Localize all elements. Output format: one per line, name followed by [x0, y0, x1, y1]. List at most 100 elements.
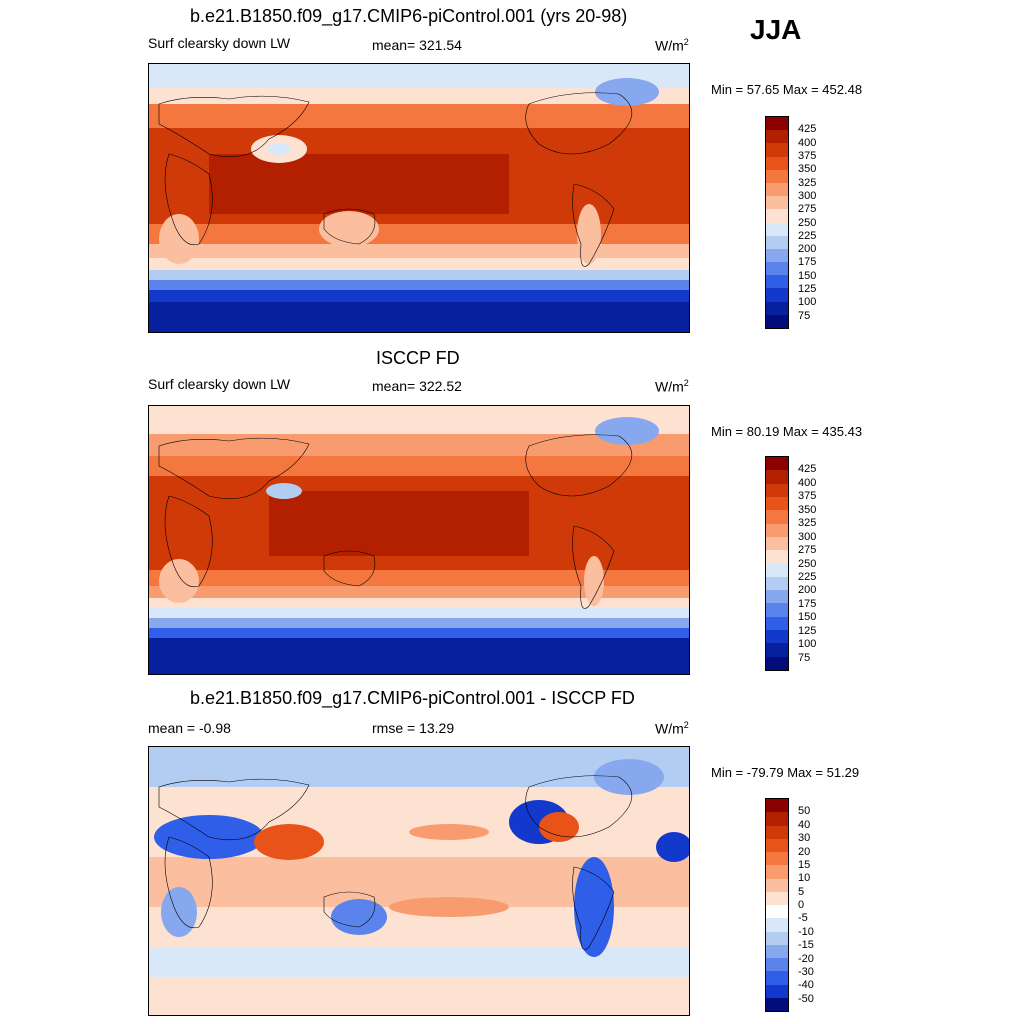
panel3-colorbar	[765, 798, 789, 1012]
colorbar-swatch	[766, 222, 788, 236]
panel3-rmse: rmse = 13.29	[372, 720, 455, 736]
colorbar-tick-label: 125	[798, 624, 817, 637]
colorbar-tick-label: 400	[798, 476, 817, 489]
colorbar-tick-label: -50	[798, 992, 814, 1005]
panel1-minmax: Min = 57.65 Max = 452.48	[711, 82, 863, 97]
season-label: JJA	[750, 14, 802, 45]
colorbar-tick-label: 400	[798, 136, 817, 149]
panel3-units: W/m2	[655, 720, 689, 737]
colorbar-tick-label: 325	[798, 517, 817, 530]
colorbar-swatch	[766, 643, 788, 657]
colorbar-swatch	[766, 918, 788, 932]
colorbar-swatch	[766, 182, 788, 197]
panel1-units: W/m2	[655, 37, 689, 54]
panel2-units: W/m2	[655, 378, 689, 395]
colorbar-tick-label: -20	[798, 952, 814, 965]
colorbar-swatch	[766, 483, 788, 497]
colorbar-swatch	[766, 536, 788, 551]
panel2-title: ISCCP FD	[376, 348, 460, 368]
colorbar-swatch	[766, 169, 788, 183]
colorbar-tick-label: 0	[798, 899, 805, 911]
colorbar-tick-label: -10	[798, 925, 814, 938]
colorbar-swatch	[766, 576, 788, 591]
colorbar-tick-label: 40	[798, 818, 811, 831]
colorbar-tick-label: 350	[798, 163, 817, 176]
colorbar-tick-label: 325	[798, 176, 817, 189]
colorbar-swatch	[766, 931, 788, 945]
colorbar-tick-label: 275	[798, 544, 817, 557]
colorbar-swatch	[766, 156, 788, 170]
colorbar-tick-label: 250	[798, 557, 817, 570]
colorbar-swatch	[766, 470, 788, 484]
colorbar-swatch	[766, 563, 788, 577]
colorbar-tick-label: -15	[798, 939, 814, 952]
panel1-title: b.e21.B1850.f09_g17.CMIP6-piControl.001 …	[190, 6, 628, 26]
colorbar-swatch	[766, 838, 788, 852]
panel2-minmax: Min = 80.19 Max = 435.43	[711, 424, 863, 439]
panel1-map	[148, 63, 690, 333]
colorbar-swatch	[766, 275, 788, 289]
panel3-map	[148, 746, 690, 1016]
colorbar-swatch	[766, 209, 788, 223]
colorbar-swatch	[766, 248, 788, 263]
colorbar-tick-label: 275	[798, 203, 817, 216]
colorbar-tick-label: 225	[798, 570, 817, 583]
colorbar-tick-label: 125	[798, 283, 817, 296]
colorbar-tick-label: 175	[798, 597, 817, 610]
colorbar-swatch	[766, 288, 788, 302]
colorbar-tick-label: 175	[798, 256, 817, 269]
colorbar-swatch	[766, 603, 788, 617]
panel2-map	[148, 405, 690, 675]
colorbar-swatch	[766, 997, 788, 1011]
colorbar-tick-label: 200	[798, 584, 817, 597]
colorbar-swatch	[766, 656, 788, 670]
colorbar-tick-label: 300	[798, 189, 817, 202]
colorbar-swatch	[766, 117, 788, 131]
colorbar-tick-label: 75	[798, 651, 811, 664]
colorbar-swatch	[766, 812, 788, 826]
colorbar-swatch	[766, 301, 788, 315]
colorbar-swatch	[766, 891, 788, 905]
colorbar-tick-label: 375	[798, 149, 817, 162]
colorbar-swatch	[766, 971, 788, 985]
colorbar-swatch	[766, 630, 788, 644]
colorbar-tick-label: 300	[798, 530, 817, 543]
colorbar-swatch	[766, 825, 788, 839]
colorbar-tick-label: 5	[798, 885, 805, 898]
colorbar-tick-label: -40	[798, 979, 814, 992]
colorbar-tick-label: 250	[798, 216, 817, 229]
colorbar-tick-label: 375	[798, 490, 817, 503]
colorbar-swatch	[766, 510, 788, 524]
colorbar-swatch	[766, 196, 788, 210]
colorbar-swatch	[766, 905, 788, 919]
colorbar-swatch	[766, 852, 788, 866]
colorbar-tick-label: 200	[798, 243, 817, 256]
colorbar-swatch	[766, 616, 788, 631]
colorbar-tick-label: 225	[798, 229, 817, 242]
colorbar-swatch	[766, 262, 788, 276]
colorbar-tick-label: 50	[798, 805, 811, 818]
colorbar-tick-label: 100	[798, 638, 817, 651]
colorbar-swatch	[766, 984, 788, 998]
colorbar-tick-label: 20	[798, 845, 811, 858]
colorbar-tick-label: -30	[798, 965, 814, 978]
colorbar-swatch	[766, 590, 788, 604]
panel2-colorbar	[765, 456, 789, 671]
colorbar-tick-label: -5	[798, 912, 808, 925]
panel3-mean: mean = -0.98	[148, 720, 231, 736]
colorbar-swatch	[766, 878, 788, 892]
colorbar-swatch	[766, 457, 788, 471]
panel2-variable-label: Surf clearsky down LW	[148, 376, 291, 392]
colorbar-tick-label: 150	[798, 611, 817, 624]
colorbar-swatch	[766, 496, 788, 511]
colorbar-swatch	[766, 550, 788, 564]
colorbar-swatch	[766, 865, 788, 879]
colorbar-swatch	[766, 130, 788, 144]
colorbar-tick-label: 350	[798, 503, 817, 516]
colorbar-tick-label: 100	[798, 296, 817, 309]
colorbar-swatch	[766, 235, 788, 249]
colorbar-tick-label: 15	[798, 858, 811, 871]
panel1-mean: mean= 321.54	[372, 37, 462, 53]
panel3-title: b.e21.B1850.f09_g17.CMIP6-piControl.001 …	[190, 688, 635, 708]
panel1-colorbar	[765, 116, 789, 329]
